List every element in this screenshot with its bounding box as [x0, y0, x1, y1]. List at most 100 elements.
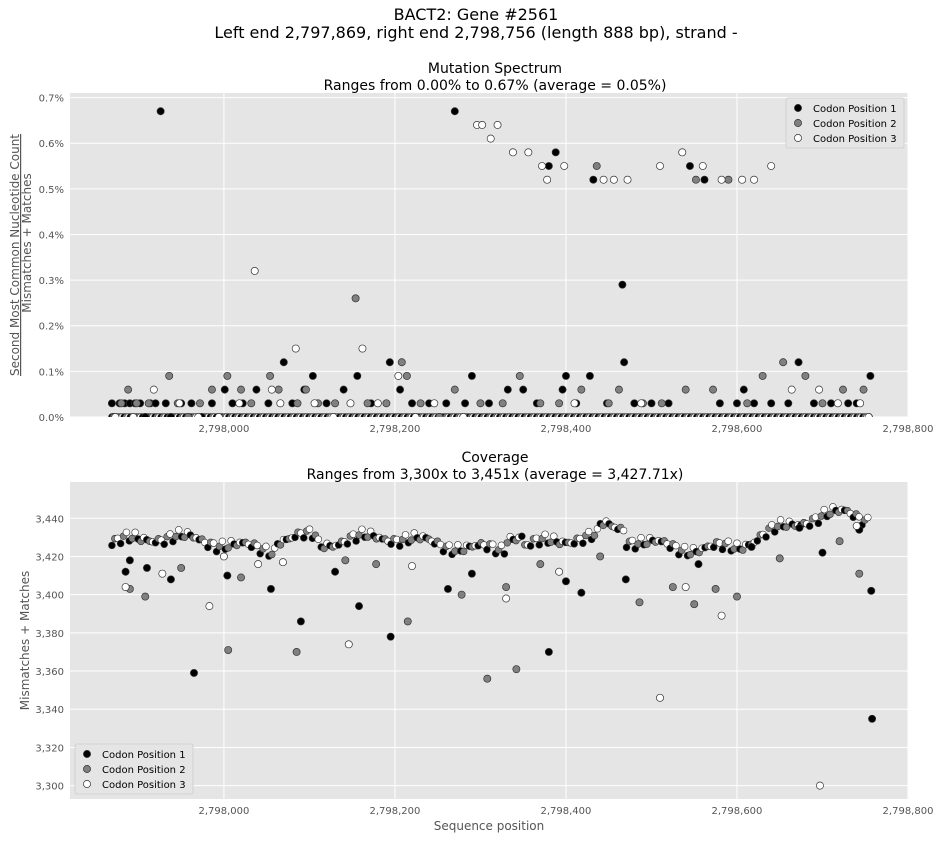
- band-point: [314, 535, 323, 543]
- data-point: [787, 385, 796, 394]
- data-point: [435, 413, 444, 417]
- data-point: [502, 583, 511, 591]
- data-point: [132, 399, 141, 408]
- band-point: [116, 539, 125, 548]
- data-point: [111, 413, 120, 417]
- data-point: [621, 575, 630, 584]
- data-point: [775, 554, 784, 563]
- y-tick-label: 0.0%: [39, 413, 64, 424]
- data-point: [228, 399, 237, 408]
- data-point: [396, 385, 405, 394]
- data-point: [235, 399, 244, 408]
- data-point: [459, 413, 468, 417]
- data-point: [536, 399, 545, 408]
- x-axis-label: Sequence position: [434, 819, 545, 833]
- band-point: [224, 544, 232, 552]
- data-point: [207, 399, 216, 408]
- band-point: [753, 537, 762, 545]
- data-point: [223, 371, 232, 380]
- figure-subtitle: Left end 2,797,869, right end 2,798,756 …: [214, 23, 737, 42]
- data-point: [724, 175, 733, 184]
- data-point: [266, 584, 275, 593]
- x-tick-label: 2,798,600: [712, 806, 763, 817]
- data-point: [743, 399, 752, 408]
- data-point: [536, 560, 545, 569]
- band-point: [864, 513, 872, 522]
- data-point: [794, 358, 803, 367]
- data-point: [355, 602, 363, 611]
- data-point: [818, 548, 827, 557]
- data-point: [403, 617, 412, 626]
- band-point: [585, 527, 593, 536]
- data-point: [467, 569, 476, 578]
- data-point: [700, 175, 709, 184]
- panel-subtitle: Ranges from 0.00% to 0.67% (average = 0.…: [324, 78, 667, 94]
- data-point: [815, 385, 824, 394]
- data-point: [715, 399, 724, 408]
- data-point: [386, 632, 395, 641]
- data-point: [604, 399, 613, 408]
- data-point: [254, 560, 263, 569]
- data-point: [207, 385, 216, 394]
- data-point: [151, 399, 160, 408]
- data-point: [855, 569, 864, 578]
- band-point: [686, 550, 695, 559]
- data-point: [512, 665, 521, 674]
- data-point: [353, 371, 362, 380]
- data-point: [117, 399, 126, 408]
- data-point: [187, 399, 196, 408]
- data-point: [411, 413, 420, 417]
- data-point: [809, 399, 818, 408]
- series-3: [111, 120, 873, 417]
- data-point: [190, 669, 198, 677]
- band-point: [541, 530, 549, 538]
- data-point: [483, 674, 492, 683]
- data-point: [717, 175, 726, 184]
- data-point: [839, 385, 847, 394]
- y-tick-label: 3,360: [35, 667, 64, 678]
- panel-title: Mutation Spectrum: [428, 61, 562, 77]
- data-point: [685, 162, 694, 170]
- data-point: [678, 148, 687, 157]
- data-point: [589, 175, 598, 184]
- data-point: [121, 583, 130, 591]
- data-point: [795, 523, 804, 532]
- data-point: [310, 399, 319, 408]
- band-point: [518, 532, 526, 540]
- band-point: [820, 505, 828, 514]
- data-point: [237, 385, 245, 394]
- band-point: [776, 516, 785, 524]
- data-point: [476, 399, 485, 408]
- band-point: [454, 541, 462, 549]
- band-point: [358, 525, 366, 533]
- x-tick-label: 2,798,800: [883, 806, 934, 817]
- data-point: [635, 598, 644, 607]
- data-point: [709, 385, 717, 394]
- band-point: [175, 526, 183, 534]
- data-point: [681, 583, 690, 591]
- data-point: [177, 563, 186, 572]
- data-point: [560, 162, 569, 170]
- data-point: [331, 399, 340, 408]
- data-point: [373, 399, 382, 408]
- data-point: [767, 399, 776, 408]
- data-point: [166, 413, 175, 417]
- legend-label-1: Codon Position 1: [102, 750, 186, 761]
- data-point: [555, 399, 564, 408]
- y-tick-label: 0.7%: [39, 94, 64, 105]
- data-point: [444, 584, 452, 593]
- data-point: [322, 399, 331, 408]
- data-point: [408, 399, 416, 408]
- data-point: [618, 280, 627, 289]
- data-point: [585, 371, 594, 380]
- band-point: [445, 541, 453, 549]
- data-point: [562, 371, 570, 380]
- legend-marker-2: [794, 119, 802, 127]
- band-point: [526, 542, 535, 550]
- data-point: [224, 646, 233, 654]
- data-point: [121, 567, 130, 576]
- band-point: [352, 537, 360, 545]
- data-point: [827, 399, 835, 408]
- data-point: [508, 148, 517, 157]
